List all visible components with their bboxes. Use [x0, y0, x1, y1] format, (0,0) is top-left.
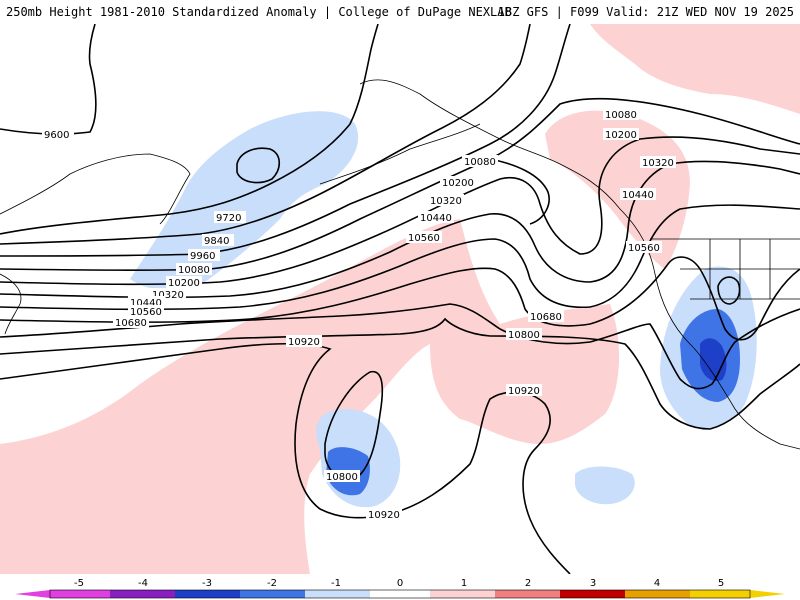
label-10200-alaska: 10200	[442, 178, 474, 189]
anomaly-map: 9600 9720 9840 9960 10080 10200 10320 10…	[0, 24, 800, 574]
label-10320-east: 10320	[642, 158, 674, 169]
tick--4: -4	[138, 578, 148, 589]
siberia-negative-anomaly	[130, 111, 359, 290]
title-bar: 250mb Height 1981-2010 Standardized Anom…	[0, 0, 800, 24]
negative-anomaly-shading	[130, 111, 757, 508]
contour-labels: 9600 9720 9840 9960 10080 10200 10320 10…	[42, 108, 676, 521]
label-10920-west: 10920	[288, 337, 320, 348]
scale-arrow-left	[15, 590, 50, 598]
label-10440-west: 10440	[130, 298, 162, 309]
asia-coastline	[0, 153, 191, 335]
tick--1: -1	[331, 578, 341, 589]
contour-10200	[0, 136, 800, 286]
contour-10560	[0, 256, 800, 341]
canada-positive-anomaly	[590, 24, 800, 114]
scale-segment-0	[370, 590, 430, 598]
contour-9600	[0, 24, 97, 135]
label-10200-west: 10200	[168, 278, 200, 289]
contour-9720	[0, 24, 379, 235]
scale-segment--3	[175, 590, 240, 598]
contour-9840	[0, 24, 531, 245]
label-9840: 9840	[204, 236, 229, 247]
label-10320-west: 10320	[152, 290, 184, 301]
tick-3: 3	[590, 578, 596, 589]
label-10440-east: 10440	[622, 190, 654, 201]
tick-4: 4	[654, 578, 660, 589]
contour-10320	[0, 160, 800, 299]
label-10920-east: 10920	[508, 386, 540, 397]
tick-1: 1	[461, 578, 467, 589]
scale-segment-4	[625, 590, 690, 598]
scale-arrow-right	[750, 590, 785, 598]
label-10320-alaska: 10320	[430, 196, 462, 207]
label-10800-closed: 10800	[326, 472, 358, 483]
contour-9960	[0, 24, 571, 257]
scale-tick-labels: -5 -4 -3 -2 -1 0 1 2 3 4 5	[74, 578, 724, 589]
contour-10800	[0, 317, 800, 430]
alaska-coastline	[319, 79, 561, 185]
label-9600: 9600	[44, 130, 69, 141]
label-10080-west: 10080	[178, 265, 210, 276]
scale-segment-1	[430, 590, 495, 598]
label-10680-east: 10680	[530, 312, 562, 323]
label-10560-west: 10560	[130, 307, 162, 318]
label-10680-west: 10680	[115, 318, 147, 329]
contour-10440	[0, 204, 800, 311]
label-9960: 9960	[190, 251, 215, 262]
tick-2: 2	[525, 578, 531, 589]
us-state-lines	[680, 239, 800, 300]
label-10200-east: 10200	[605, 130, 637, 141]
contour-9720-closed	[236, 147, 281, 184]
scale-segment--5	[50, 590, 110, 598]
label-10560-alaska: 10560	[408, 233, 440, 244]
label-10080-east: 10080	[605, 110, 637, 121]
map-title: 250mb Height 1981-2010 Standardized Anom…	[6, 5, 512, 19]
small-negative-patch	[575, 466, 635, 505]
scale-segment--2	[240, 590, 305, 598]
tick--3: -3	[202, 578, 212, 589]
label-10560-east: 10560	[628, 243, 660, 254]
scale-segment-5	[690, 590, 750, 598]
scale-segment--4	[110, 590, 175, 598]
label-10800-east: 10800	[508, 330, 540, 341]
label-10080-alaska: 10080	[464, 157, 496, 168]
tick--5: -5	[74, 578, 84, 589]
tick-5: 5	[718, 578, 724, 589]
west-coast-positive-ridge	[545, 110, 690, 269]
scale-segment-2	[495, 590, 560, 598]
tick--2: -2	[267, 578, 277, 589]
model-run-info: 18Z GFS | F099 Valid: 21Z WED NOV 19 202…	[497, 5, 794, 19]
label-9720: 9720	[216, 213, 241, 224]
label-10440-alaska: 10440	[420, 213, 452, 224]
scale-segment--1	[305, 590, 370, 598]
contour-10680-closed	[717, 276, 741, 305]
contour-10080-trough	[489, 158, 550, 225]
label-10920-south: 10920	[368, 510, 400, 521]
scale-segment-3	[560, 590, 625, 598]
anomaly-color-scale: -5 -4 -3 -2 -1 0 1 2 3 4 5	[0, 574, 800, 600]
tick-0: 0	[397, 578, 403, 589]
